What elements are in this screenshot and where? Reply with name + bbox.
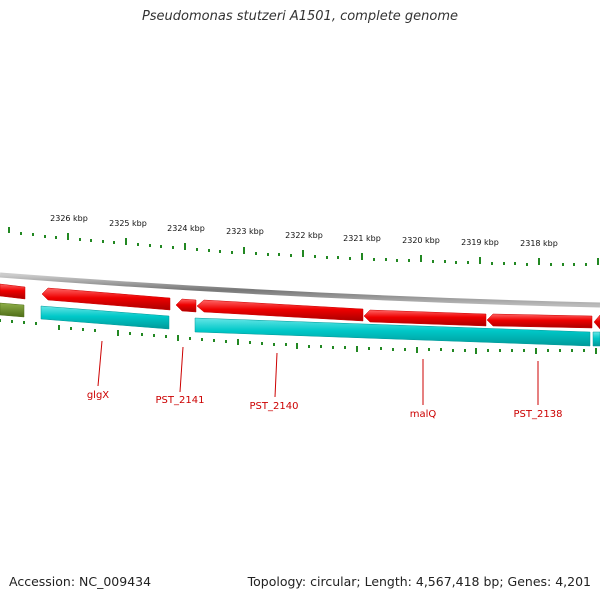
gene-forward[interactable] [363, 309, 487, 327]
gene-label-PST_2138[interactable]: PST_2138 [514, 409, 563, 420]
genome-title: Pseudomonas stutzeri A1501, complete gen… [141, 9, 459, 24]
gene-forward[interactable] [486, 313, 593, 329]
gene-reverse[interactable] [194, 317, 591, 347]
scale-label: 2325 kbp [109, 219, 147, 228]
scale-ticks-major [8, 227, 599, 265]
gene-reverse[interactable] [40, 305, 170, 330]
scale-label: 2322 kbp [285, 231, 323, 240]
lower-ticks [0, 319, 597, 354]
gene-forward[interactable] [41, 287, 171, 311]
scale-label: 2318 kbp [520, 239, 558, 248]
gene-forward[interactable] [593, 314, 600, 330]
gene-other[interactable] [0, 302, 25, 318]
scale-label: 2326 kbp [50, 214, 88, 223]
scale-label: 2319 kbp [461, 238, 499, 247]
reverse-genes [0, 302, 600, 347]
gene-label-PST_2140[interactable]: PST_2140 [250, 401, 299, 412]
scale-ticks-minor [20, 232, 587, 266]
gene-forward[interactable] [196, 299, 364, 322]
scale-label: 2320 kbp [402, 236, 440, 245]
genome-summary-text: Topology: circular; Length: 4,567,418 bp… [247, 574, 591, 589]
gene-forward[interactable] [175, 298, 197, 313]
gene-reverse[interactable] [592, 331, 600, 347]
gene-label-PST_2141[interactable]: PST_2141 [156, 395, 205, 406]
accession-text: Accession: NC_009434 [9, 574, 152, 589]
scale-label: 2321 kbp [343, 234, 381, 243]
scale-label: 2323 kbp [226, 227, 264, 236]
gene-label-leaders [97, 340, 539, 405]
gene-forward[interactable] [0, 283, 26, 300]
scale-label: 2324 kbp [167, 224, 205, 233]
genome-backbone [0, 272, 600, 308]
forward-genes [0, 283, 600, 330]
gene-label-glgX[interactable]: glgX [87, 390, 109, 401]
gene-label-malQ[interactable]: malQ [410, 409, 437, 420]
